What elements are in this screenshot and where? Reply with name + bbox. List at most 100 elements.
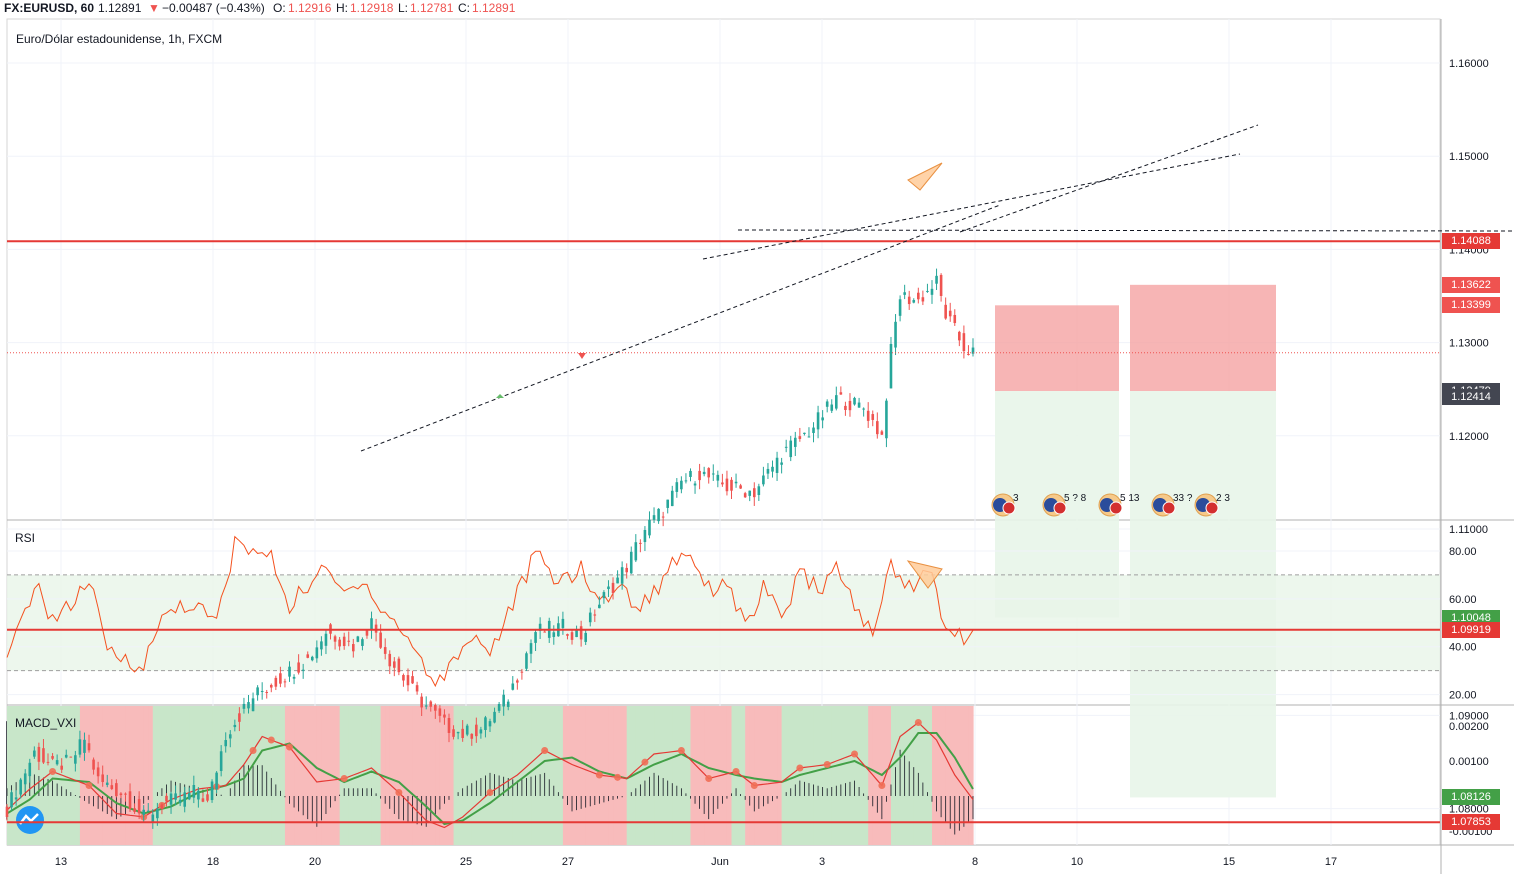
candle-body bbox=[598, 604, 601, 609]
candle-body bbox=[429, 701, 433, 707]
candle-body bbox=[620, 567, 624, 584]
candle-body bbox=[361, 639, 364, 646]
macd-trend-bg bbox=[198, 706, 204, 845]
time-tick-label: 25 bbox=[460, 856, 472, 868]
low-label: L: bbox=[398, 1, 409, 15]
candle-body bbox=[529, 643, 533, 654]
economic-events[interactable]: 3 5 ? 8 5 13 33 ? 2 3 bbox=[991, 493, 1230, 517]
macd-trend-bg bbox=[813, 706, 819, 845]
macd-trend-bg bbox=[581, 706, 587, 845]
candle-body bbox=[74, 755, 77, 764]
macd-trend-bg bbox=[745, 706, 751, 845]
candle-body bbox=[470, 733, 474, 739]
macd-trend-bg bbox=[180, 706, 186, 845]
macd-trend-bg bbox=[790, 706, 796, 845]
candle-body bbox=[119, 793, 123, 796]
macd-trend-bg bbox=[494, 706, 500, 845]
macd-trend-bg bbox=[562, 706, 569, 845]
macd-trend-bg bbox=[462, 706, 468, 845]
macd-trend-bg bbox=[193, 706, 199, 845]
macd-trend-bg bbox=[448, 706, 455, 845]
candle-body bbox=[921, 297, 925, 302]
price-tick-label: 1.09000 bbox=[1449, 710, 1489, 722]
event-flag-icon[interactable]: 5 13 bbox=[1098, 493, 1140, 517]
macd-trend-bg bbox=[927, 706, 933, 845]
candle-body bbox=[210, 781, 214, 801]
macd-trend-bg bbox=[467, 706, 473, 845]
macd-trend-bg bbox=[79, 706, 86, 845]
event-flag-icon[interactable]: 33 ? bbox=[1151, 493, 1193, 517]
candle-body bbox=[242, 703, 246, 709]
candle-body bbox=[575, 629, 578, 638]
candle-body bbox=[269, 684, 273, 688]
macd-cross-dot bbox=[541, 747, 549, 754]
candle-body bbox=[871, 414, 875, 420]
macd-trend-bg bbox=[508, 706, 514, 845]
macd-trend-bg bbox=[549, 706, 555, 845]
candle-body bbox=[534, 632, 537, 643]
candle-body bbox=[789, 440, 793, 458]
macd-pane[interactable] bbox=[6, 706, 974, 845]
macd-trend-bg bbox=[303, 706, 309, 845]
macd-trend-bg bbox=[93, 706, 99, 845]
time-tick-label: 13 bbox=[55, 856, 67, 868]
macd-cross-dot bbox=[49, 768, 57, 775]
candle-body bbox=[930, 288, 934, 295]
candle-body bbox=[251, 698, 255, 712]
candle-body bbox=[684, 480, 688, 482]
macd-cross-dot bbox=[486, 789, 494, 796]
macd-trend-bg bbox=[781, 706, 787, 845]
high-value: 1.12918 bbox=[350, 1, 394, 15]
macd-trend-bg bbox=[175, 706, 181, 845]
candle-body bbox=[584, 632, 587, 642]
macd-trend-bg bbox=[685, 706, 692, 845]
candle-body bbox=[798, 436, 802, 439]
macd-trend-bg bbox=[389, 706, 395, 845]
candle-body bbox=[402, 675, 405, 681]
macd-trend-bg bbox=[335, 706, 341, 845]
macd-trend-bg bbox=[444, 706, 450, 845]
candle-body bbox=[497, 703, 501, 711]
candle-body bbox=[907, 296, 911, 305]
rsi-pane[interactable] bbox=[6, 535, 1440, 696]
candle-body bbox=[10, 792, 13, 808]
macd-trend-bg bbox=[959, 706, 965, 845]
candle-body bbox=[780, 462, 783, 465]
macd-trend-bg bbox=[777, 706, 783, 845]
candle-body bbox=[370, 618, 373, 631]
symbol-name[interactable]: FX:EURUSD, 60 bbox=[4, 1, 95, 15]
candlestick-series[interactable] bbox=[5, 268, 975, 829]
macd-cross-dot bbox=[823, 761, 831, 768]
price-scale-label: 1.09919 bbox=[1442, 621, 1500, 638]
macd-trend-bg bbox=[872, 706, 878, 845]
candle-body bbox=[670, 490, 674, 507]
macd-trend-bg bbox=[225, 706, 231, 845]
candle-body bbox=[96, 767, 100, 777]
macd-trend-bg bbox=[16, 706, 22, 845]
candle-body bbox=[64, 754, 68, 758]
macd-trend-bg bbox=[890, 706, 897, 845]
trend-line-upper bbox=[959, 124, 1259, 233]
event-flag-icon[interactable]: 3 bbox=[991, 493, 1019, 517]
macd-pane-title: MACD_VXI bbox=[15, 716, 77, 730]
candle-body bbox=[383, 647, 387, 654]
event-flag-icon[interactable]: 2 3 bbox=[1194, 493, 1230, 517]
macd-trend-bg bbox=[57, 706, 63, 845]
macd-trend-bg bbox=[886, 706, 892, 845]
candle-body bbox=[219, 751, 223, 772]
candle-body bbox=[711, 473, 715, 475]
candle-body bbox=[192, 785, 196, 798]
macd-trend-bg bbox=[640, 706, 646, 845]
macd-trend-bg bbox=[868, 706, 874, 845]
drawing-tools[interactable] bbox=[7, 124, 1514, 824]
macd-trend-bg bbox=[294, 706, 300, 845]
event-flag-icon[interactable]: 5 ? 8 bbox=[1042, 493, 1087, 517]
macd-trend-bg bbox=[512, 706, 518, 845]
price-scale-label: 1.13622 bbox=[1442, 276, 1500, 293]
candle-body bbox=[566, 634, 569, 636]
candle-body bbox=[447, 718, 451, 733]
candle-body bbox=[83, 739, 86, 753]
macd-trend-bg bbox=[207, 706, 213, 845]
macd-trend-bg bbox=[704, 706, 710, 845]
